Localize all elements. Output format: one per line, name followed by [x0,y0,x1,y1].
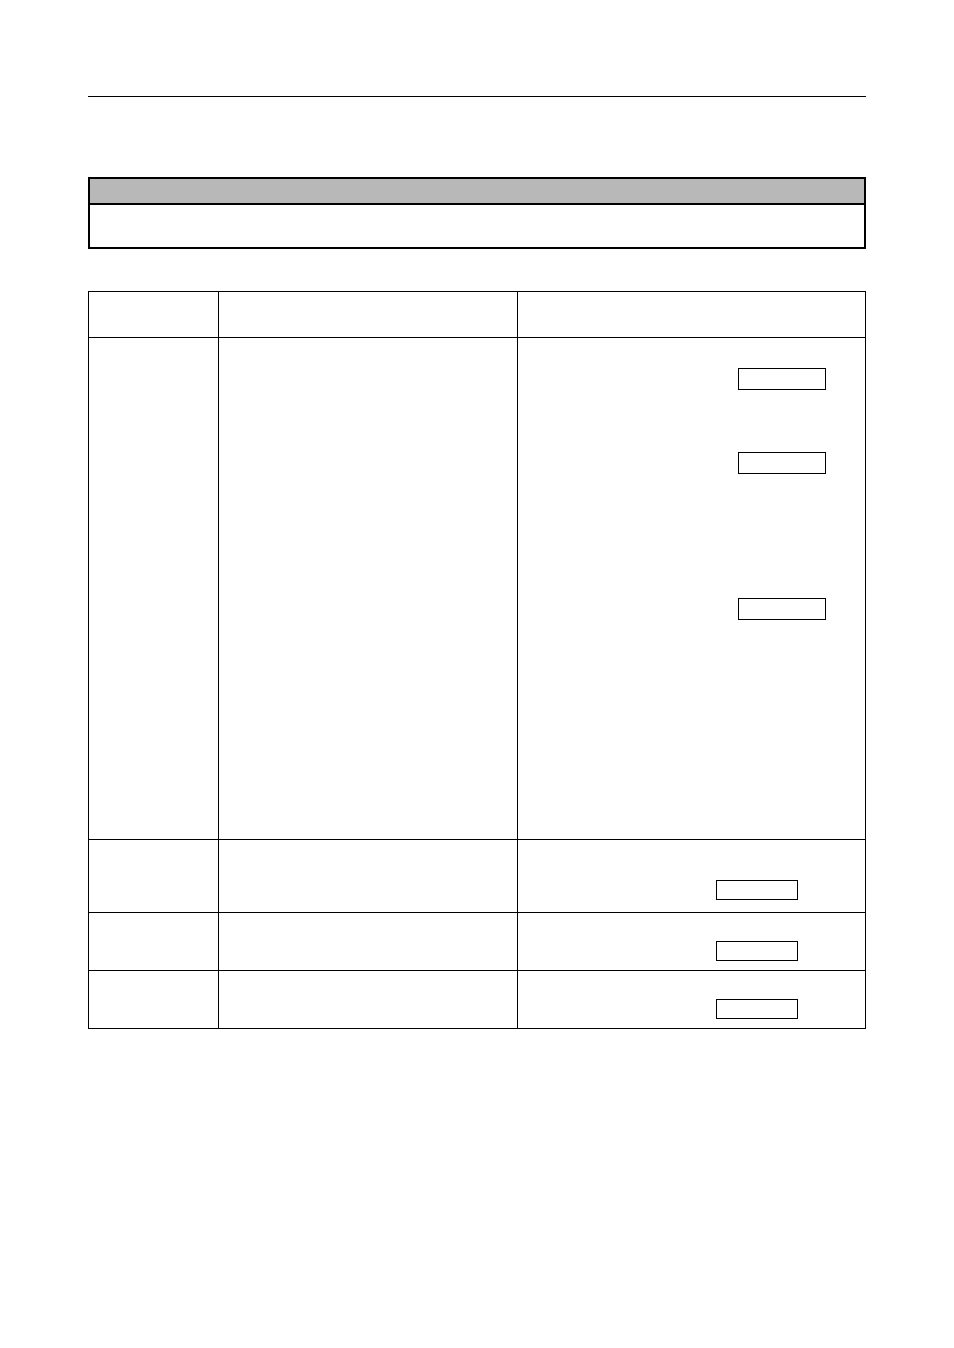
input-slot[interactable] [738,452,826,474]
cell-r2-c1 [89,840,219,913]
input-slot[interactable] [738,598,826,620]
input-slot[interactable] [738,368,826,390]
banner-top-bar [90,179,864,205]
cell-r1-c3 [518,338,866,840]
page-content [88,88,866,1029]
banner-bottom-bar [90,205,864,247]
cell-r1-c1 [89,338,219,840]
cell-r3-c1 [89,913,219,971]
cell-r4-c3 [518,971,866,1029]
cell-r4-c2 [218,971,518,1029]
table-row [89,840,866,913]
header-cell-3 [518,292,866,338]
main-table [88,291,866,1029]
cell-r3-c3 [518,913,866,971]
table-row [89,971,866,1029]
table-header-row [89,292,866,338]
cell-r4-c1 [89,971,219,1029]
header-cell-1 [89,292,219,338]
header-rule [88,96,866,97]
header-cell-2 [218,292,518,338]
cell-r3-c2 [218,913,518,971]
table-row [89,338,866,840]
title-banner [88,177,866,249]
input-slot[interactable] [716,880,798,900]
table-row [89,913,866,971]
input-slot[interactable] [716,999,798,1019]
input-slot[interactable] [716,941,798,961]
cell-r2-c2 [218,840,518,913]
cell-r1-c2 [218,338,518,840]
cell-r2-c3 [518,840,866,913]
